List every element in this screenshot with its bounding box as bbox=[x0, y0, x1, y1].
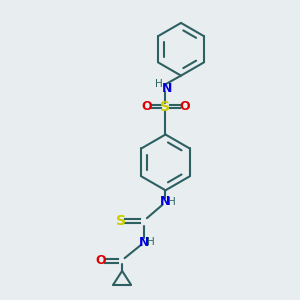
Text: S: S bbox=[116, 214, 126, 228]
Text: N: N bbox=[160, 195, 171, 208]
Text: H: H bbox=[168, 197, 176, 207]
Text: O: O bbox=[179, 100, 190, 113]
Text: O: O bbox=[141, 100, 152, 113]
Text: S: S bbox=[160, 100, 170, 114]
Text: H: H bbox=[155, 79, 163, 89]
Text: N: N bbox=[139, 236, 149, 249]
Text: H: H bbox=[147, 237, 154, 247]
Text: N: N bbox=[162, 82, 172, 94]
Text: O: O bbox=[95, 254, 106, 267]
